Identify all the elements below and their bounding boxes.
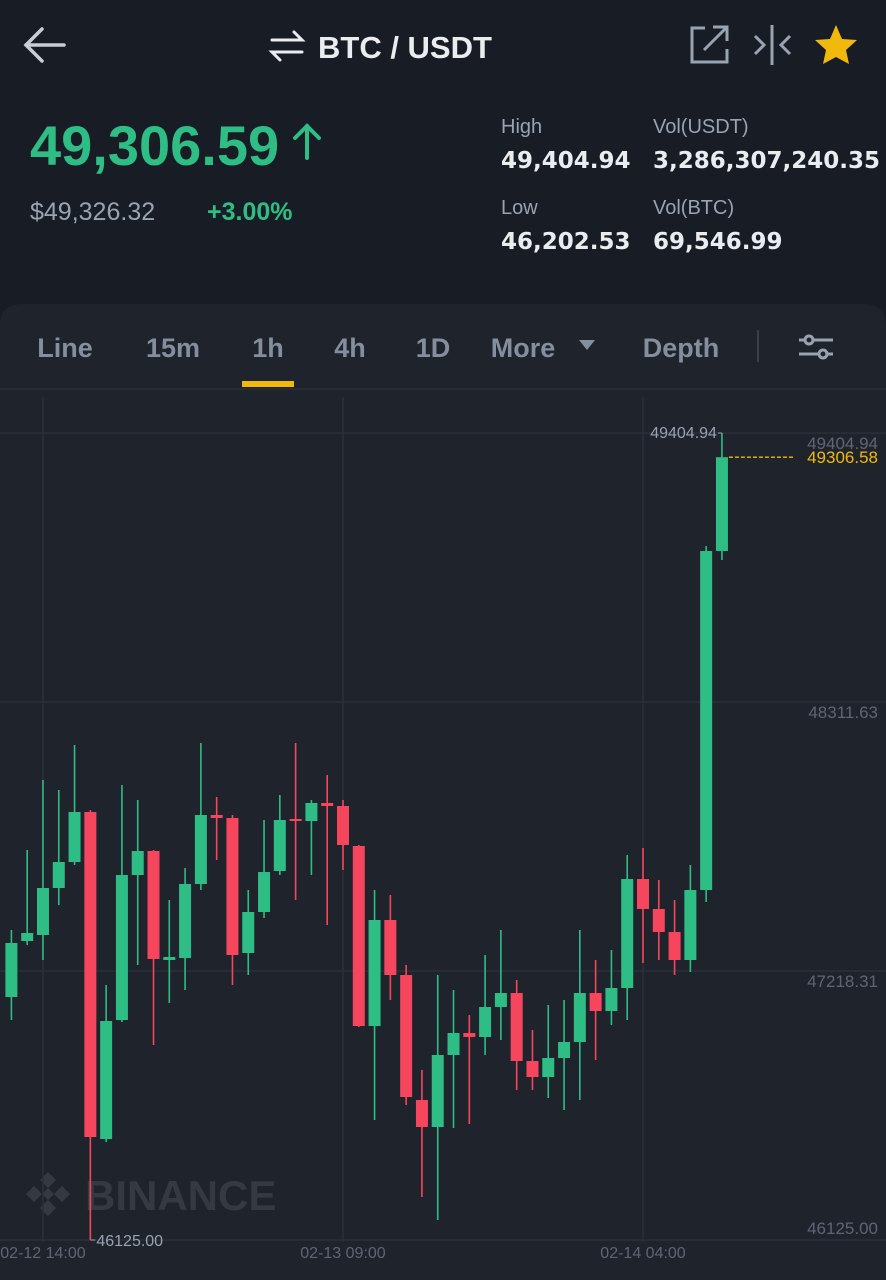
candle-body	[479, 1007, 492, 1038]
candle-body	[289, 818, 302, 822]
change-percent: +3.00%	[207, 198, 293, 226]
stat-value: 49,404.94	[501, 148, 631, 174]
stat-label: Low	[501, 197, 538, 219]
candle-body	[194, 815, 207, 884]
candle-body	[52, 862, 65, 889]
candle-body	[558, 1042, 571, 1059]
up-arrow	[293, 123, 321, 160]
tab[interactable]: 15m	[146, 333, 200, 363]
pair-title: BTC / USDT	[318, 30, 492, 65]
candle-body	[115, 875, 128, 1021]
watermark: BINANCE	[85, 1172, 276, 1219]
candle-body	[179, 883, 192, 959]
stat-value: 3,286,307,240.35	[653, 148, 880, 174]
x-tick-label: 02-13 09:00	[300, 1245, 386, 1262]
candle-body	[542, 1058, 555, 1078]
candle-body	[5, 942, 18, 998]
candle-body	[463, 1033, 476, 1038]
last-price-label: 49306.58	[807, 448, 878, 467]
candle-body	[447, 1033, 460, 1055]
favorite-star[interactable]	[815, 25, 857, 64]
candle-body	[336, 806, 349, 845]
tab[interactable]: 1h	[252, 333, 284, 363]
tab[interactable]: 4h	[334, 333, 366, 363]
candle-body	[494, 993, 507, 1008]
swap-icon[interactable]	[268, 30, 306, 62]
candle-body	[415, 1100, 428, 1128]
high-marker-label: 49404.94	[650, 425, 717, 442]
y-tick-label: 46125.00	[807, 1219, 878, 1238]
candle-body	[163, 956, 176, 961]
fiat-price: $49,326.32	[30, 198, 155, 226]
candle-body	[652, 908, 665, 933]
candle-body	[100, 1021, 113, 1140]
candle-body	[21, 933, 34, 942]
candle-body	[700, 550, 713, 891]
candle-body	[637, 879, 649, 909]
candle-body	[400, 975, 413, 1097]
candle-body	[131, 851, 144, 876]
candle-body	[715, 457, 728, 551]
candle-body	[242, 911, 255, 954]
y-tick-label: 49404.94	[807, 434, 878, 453]
x-tick-label: 02-14 04:00	[600, 1245, 686, 1262]
candle-body	[84, 812, 97, 1138]
stat-value: 46,202.53	[501, 229, 631, 255]
settings-icon[interactable]	[799, 334, 833, 360]
tab-indicator	[242, 381, 294, 387]
stat-label: High	[501, 116, 542, 138]
candle-body	[210, 815, 223, 819]
candle-body	[510, 993, 523, 1062]
tab[interactable]: More	[491, 333, 556, 363]
candle-body	[68, 812, 81, 863]
x-tick-label: 02-12 14:00	[0, 1245, 86, 1262]
candle-body	[273, 820, 286, 872]
candle-body	[147, 851, 160, 960]
stat-label: Vol(USDT)	[653, 116, 749, 138]
candlestick-chart: 02-12 14:00 02-13 09:00 02-14 04:00 46125.0…	[0, 397, 886, 1262]
candle-body	[352, 846, 365, 1027]
y-tick-label: 48311.63	[808, 703, 878, 722]
candle-body	[36, 888, 49, 936]
candle-body	[305, 802, 318, 822]
candle-body	[668, 932, 681, 961]
candle-body	[621, 879, 634, 989]
candle-body	[368, 919, 381, 1027]
candle-body	[605, 988, 618, 1012]
candle-body	[258, 872, 271, 912]
compare-icon[interactable]	[753, 25, 792, 65]
stat-label: Vol(BTC)	[653, 197, 734, 219]
stat-value: 69,546.99	[653, 229, 783, 255]
y-tick-label: 47218.31	[807, 972, 878, 991]
share-icon[interactable]	[690, 25, 729, 64]
watermark-logo	[26, 1172, 70, 1216]
back-button[interactable]	[23, 27, 66, 63]
candle-body	[321, 802, 334, 807]
tab-bar: Line 15m 1h 4h 1D More Depth	[37, 333, 719, 387]
candle-body	[684, 890, 697, 961]
candle-body	[573, 993, 586, 1043]
dropdown-caret	[579, 340, 595, 350]
candle-body	[526, 1061, 539, 1078]
chart-panel	[0, 304, 886, 1280]
tab[interactable]: Line	[37, 333, 93, 363]
candle-body	[589, 993, 602, 1012]
candle-body	[431, 1054, 444, 1128]
low-marker-label: 46125.00	[96, 1233, 163, 1250]
last-price: 49,306.59	[30, 114, 279, 177]
candle-body	[384, 919, 397, 976]
tab[interactable]: 1D	[416, 333, 451, 363]
candle-body	[226, 818, 239, 956]
tab[interactable]: Depth	[643, 333, 720, 363]
